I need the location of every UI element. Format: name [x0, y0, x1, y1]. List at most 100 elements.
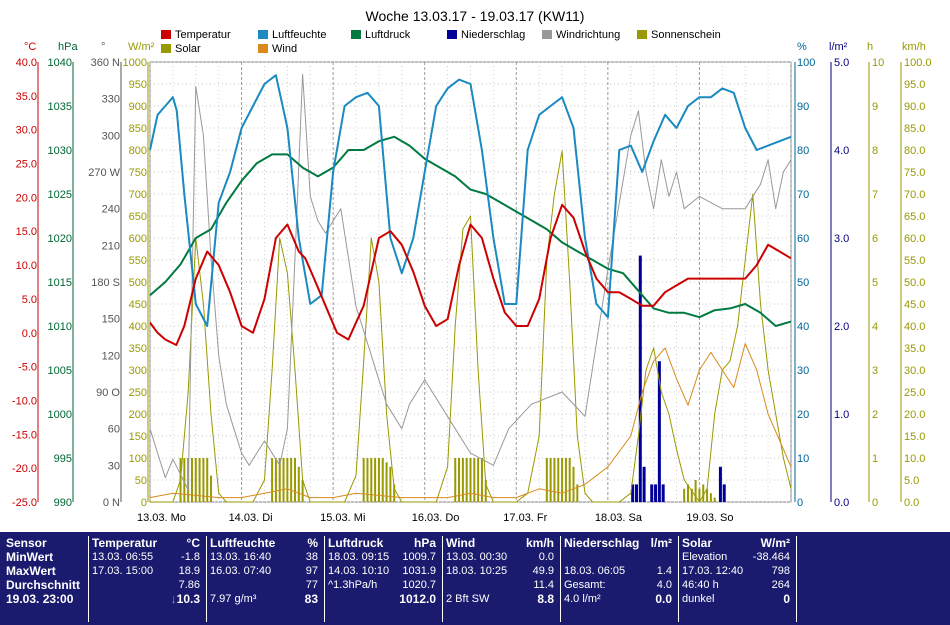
axis-tick-label-press: 1000	[48, 409, 72, 421]
bar-sonnenschein	[389, 466, 392, 502]
axis-tick-label-hum: 0	[797, 497, 803, 509]
humidity-absolute: 7.97 g/m³	[210, 593, 257, 605]
bar-sonnenschein	[301, 480, 304, 502]
axis-tick-label-press: 1030	[48, 145, 72, 157]
bar-sonnenschein	[557, 458, 560, 502]
bar-sonnenschein	[377, 458, 380, 502]
axis-tick-label-hum: 40	[797, 321, 809, 333]
solar-unit: W/m²	[760, 536, 790, 550]
sensor-avg-label: Durchschnitt	[6, 578, 81, 592]
pressure-min-time: 18.03. 09:15	[328, 551, 390, 563]
bar-sonnenschein	[690, 488, 693, 502]
pressure-average: 1020.7	[402, 579, 436, 591]
bar-sonnenschein	[549, 458, 552, 502]
rain-max-value: 1.4	[656, 565, 672, 577]
axis-tick-label-solar: 150	[129, 431, 147, 443]
axis-tick-label-solar: 100	[129, 453, 147, 465]
wind-min-value: 0.0	[538, 551, 554, 563]
wind-unit: km/h	[525, 536, 554, 550]
legend-label: Luftdruck	[365, 29, 411, 41]
axis-tick-label-dir: 90 O	[96, 387, 120, 399]
rain-current: 0.0	[655, 592, 672, 606]
legend-label: Luftfeuchte	[272, 29, 326, 41]
axis-tick-label-wind: 55.0	[904, 255, 925, 267]
pressure-unit: hPa	[413, 536, 436, 550]
x-tick-label: 16.03. Do	[412, 512, 460, 524]
axis-tick-label-wind: 25.0	[904, 387, 925, 399]
pressure-trend: ^1.3hPa/h	[328, 579, 378, 591]
axis-tick-label-solar: 900	[129, 101, 147, 113]
legend-swatch	[447, 30, 457, 39]
bar-sonnenschein	[572, 466, 575, 502]
temperature-unit: °C	[186, 536, 200, 550]
axis-tick-label-solar: 1000	[123, 57, 147, 69]
legend-swatch	[258, 44, 268, 53]
series-line-wind	[149, 343, 792, 499]
axis-tick-label-rain: 3.0	[834, 233, 849, 245]
bar-sonnenschein	[706, 488, 709, 502]
bar-sonnenschein	[210, 475, 213, 502]
axis-tick-label-temp: 10.0	[16, 260, 37, 272]
axis-tick-label-press: 1015	[48, 277, 72, 289]
humidity-current: 83	[304, 592, 318, 606]
axis-tick-label-solar: 750	[129, 167, 147, 179]
legend-swatch	[542, 30, 552, 39]
bar-sonnenschein	[278, 458, 281, 502]
axis-tick-label-temp: 20.0	[16, 192, 37, 204]
bar-sonnenschein	[686, 484, 689, 502]
separator	[678, 536, 679, 622]
axis-tick-label-solar: 400	[129, 321, 147, 333]
axis-tick-label-dir: 360 N	[91, 57, 120, 69]
bar-sonnenschein	[458, 458, 461, 502]
axis-tick-label-wind: 20.0	[904, 409, 925, 421]
axis-tick-label-wind: 15.0	[904, 431, 925, 443]
axis-tick-label-dir: 180 S	[91, 277, 120, 289]
bar-sonnenschein	[461, 458, 464, 502]
axis-tick-label-temp: -10.0	[12, 395, 37, 407]
axis-tick-label-temp: 15.0	[16, 226, 37, 238]
axis-tick-label-press: 995	[54, 453, 72, 465]
wind-max-value: 49.9	[532, 565, 554, 577]
pressure-current: 1012.0	[399, 592, 436, 606]
bar-niederschlag	[634, 484, 638, 502]
temperature-header: Temperatur	[92, 536, 158, 550]
axis-tick-label-hum: 20	[797, 409, 809, 421]
pressure-header: Luftdruck	[328, 536, 384, 550]
bar-sonnenschein	[480, 458, 483, 502]
bar-sonnenschein	[282, 458, 285, 502]
axis-tick-label-hum: 80	[797, 145, 809, 157]
legend-swatch	[351, 30, 361, 39]
axis-tick-label-rain: 5.0	[834, 57, 849, 69]
axis-tick-label-wind: 10.0	[904, 453, 925, 465]
bar-sonnenschein	[561, 458, 564, 502]
sensor-max-label: MaxWert	[6, 564, 56, 578]
axis-tick-label-wind: 100.0	[904, 57, 932, 69]
solar-header: Solar	[682, 536, 713, 550]
temperature-current: 10.3	[176, 592, 200, 606]
bar-sonnenschein	[374, 458, 377, 502]
temperature-min-value: -1.8	[181, 551, 200, 563]
legend-label: Windrichtung	[556, 29, 620, 41]
axis-tick-label-temp: -20.0	[12, 463, 37, 475]
bar-niederschlag	[638, 255, 642, 502]
bar-sonnenschein	[366, 458, 369, 502]
wind-average: 11.4	[533, 579, 554, 591]
series-line-temperatur	[149, 203, 792, 346]
bar-sonnenschein	[473, 458, 476, 502]
bar-sonnenschein	[381, 458, 384, 502]
temperature-max-time: 17.03. 15:00	[92, 565, 154, 577]
bar-sonnenschein	[393, 484, 396, 502]
humidity-max-value: 97	[305, 565, 318, 577]
axis-tick-label-solar: 550	[129, 255, 147, 267]
axis-tick-label-temp: 5.0	[22, 294, 37, 306]
x-tick-label: 13.03. Mo	[137, 512, 186, 524]
legend-swatch	[161, 30, 171, 39]
solar-sunshine-hours: 46:40 h	[682, 579, 719, 591]
axis-tick-label-dir: 120	[102, 350, 120, 362]
pressure-max-value: 1031.9	[402, 565, 436, 577]
bar-sonnenschein	[454, 458, 457, 502]
series-line-luftdruck	[149, 135, 792, 327]
axis-tick-label-dir: 270 W	[88, 167, 120, 179]
axis-tick-label-dir: 150	[102, 314, 120, 326]
axis-tick-label-hum: 60	[797, 233, 809, 245]
